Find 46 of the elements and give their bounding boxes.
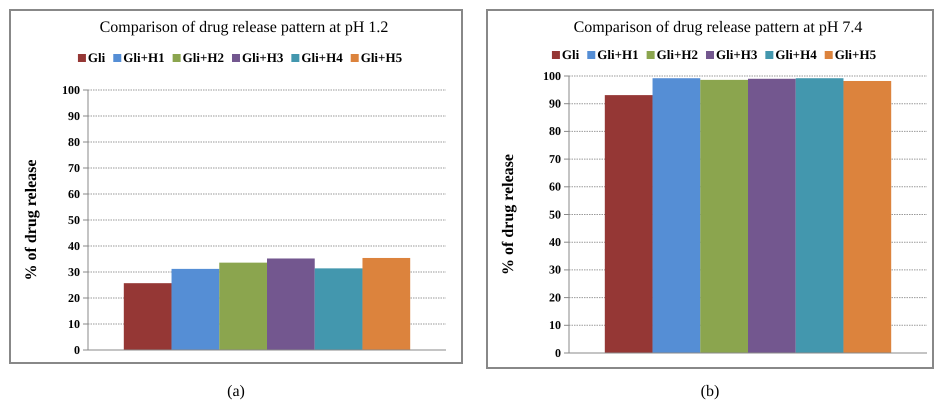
legend-label: Gli+H4 — [775, 47, 818, 62]
legend-label: Gli+H2 — [182, 50, 224, 65]
legend-label: Gli — [562, 47, 580, 62]
bar — [362, 258, 410, 350]
bar — [267, 258, 315, 350]
y-tick-label: 80 — [68, 134, 80, 149]
bar — [219, 262, 267, 350]
chart-title: Comparison of drug release pattern at pH 1.2 — [100, 19, 388, 36]
y-tick-label: 40 — [549, 235, 561, 250]
y-tick-label: 60 — [549, 180, 561, 194]
bar — [314, 268, 362, 350]
y-tick-label: 50 — [549, 207, 561, 222]
legend-label: Gli+H2 — [656, 47, 698, 62]
y-tick-label: 90 — [549, 96, 561, 111]
y-tick-label: 10 — [549, 318, 561, 332]
chart-title: Comparison of drug release pattern at pH 7.4 — [574, 19, 862, 36]
y-tick-label: 50 — [68, 212, 80, 227]
text: (b) — [700, 383, 720, 400]
y-axis-title: % of drug release — [23, 159, 40, 281]
y-tick-label: 0 — [555, 346, 561, 360]
legend-label: Gli+H5 — [834, 47, 877, 62]
legend-label: Gli+H1 — [597, 47, 639, 62]
legend-label: Gli+H4 — [301, 50, 344, 65]
y-tick-label: 40 — [68, 238, 80, 253]
y-tick-label: 20 — [68, 290, 80, 305]
y-tick-label: 20 — [549, 290, 561, 304]
y-axis-title: % of drug release — [500, 154, 517, 276]
legend-label: Gli+H3 — [716, 47, 758, 62]
y-tick-label: 100 — [62, 82, 80, 97]
text: (a) — [227, 383, 245, 400]
bar — [124, 283, 172, 350]
y-tick-label: 10 — [68, 316, 80, 331]
y-tick-label: 70 — [549, 152, 561, 166]
y-tick-label: 90 — [68, 108, 80, 123]
legend-label: Gli+H1 — [123, 50, 165, 65]
y-tick-label: 100 — [543, 68, 561, 83]
legend-label: Gli+H3 — [242, 50, 284, 65]
y-tick-label: 70 — [68, 160, 80, 175]
y-tick-label: 30 — [549, 262, 561, 277]
legend-label: Gli — [88, 50, 106, 65]
y-tick-label: 80 — [549, 124, 561, 138]
bar — [172, 268, 220, 350]
y-tick-label: 0 — [74, 342, 80, 357]
legend-label: Gli+H5 — [360, 50, 403, 65]
y-tick-label: 30 — [68, 264, 80, 279]
y-tick-label: 60 — [68, 186, 80, 201]
